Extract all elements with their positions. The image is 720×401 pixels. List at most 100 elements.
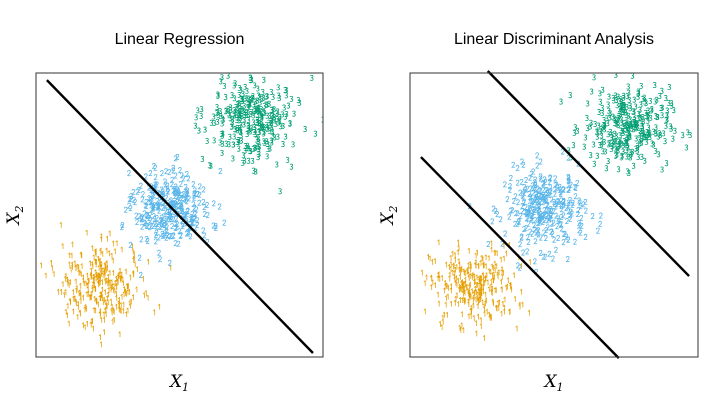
point-class-1 xyxy=(465,283,468,290)
point-class-3 xyxy=(242,121,246,128)
point-class-3 xyxy=(612,115,616,122)
point-class-1 xyxy=(75,287,77,294)
point-class-2 xyxy=(177,190,181,197)
point-class-2 xyxy=(538,173,543,180)
point-class-3 xyxy=(669,102,674,109)
point-class-3 xyxy=(255,142,260,149)
point-class-3 xyxy=(215,104,219,111)
point-class-2 xyxy=(565,218,569,224)
point-class-2 xyxy=(498,216,503,223)
point-class-2 xyxy=(186,230,191,237)
point-class-1 xyxy=(437,300,440,307)
point-class-1 xyxy=(120,271,123,278)
point-class-3 xyxy=(194,114,198,121)
point-class-2 xyxy=(139,182,143,189)
point-class-2 xyxy=(538,249,543,256)
point-class-2 xyxy=(193,190,197,197)
point-class-3 xyxy=(629,122,633,129)
point-class-3 xyxy=(608,128,613,135)
point-class-2 xyxy=(211,222,216,229)
point-class-2 xyxy=(161,192,165,199)
point-class-1 xyxy=(433,282,436,289)
point-class-1 xyxy=(101,286,104,293)
point-class-3 xyxy=(604,165,609,172)
point-class-2 xyxy=(568,215,572,222)
point-class-3 xyxy=(241,90,245,97)
point-class-3 xyxy=(612,130,617,137)
point-class-1 xyxy=(72,295,75,302)
point-class-3 xyxy=(260,123,265,130)
point-class-3 xyxy=(600,109,604,116)
point-class-3 xyxy=(246,111,250,118)
point-class-1 xyxy=(39,262,42,269)
point-class-3 xyxy=(272,117,277,124)
point-class-2 xyxy=(521,199,526,206)
point-class-2 xyxy=(520,158,524,165)
point-class-2 xyxy=(171,232,176,239)
point-class-2 xyxy=(541,199,546,206)
point-class-3 xyxy=(619,102,623,109)
point-class-2 xyxy=(201,227,206,234)
point-class-1 xyxy=(79,271,82,278)
point-class-2 xyxy=(569,181,573,188)
point-class-2 xyxy=(571,199,575,206)
point-class-3 xyxy=(641,95,645,102)
point-class-1 xyxy=(474,282,477,289)
point-class-2 xyxy=(564,205,568,212)
point-class-2 xyxy=(503,181,507,188)
point-class-2 xyxy=(590,213,595,219)
point-class-3 xyxy=(246,157,251,164)
point-class-1 xyxy=(427,253,429,260)
point-class-1 xyxy=(76,314,79,320)
point-class-1 xyxy=(492,265,495,272)
point-class-1 xyxy=(71,241,74,248)
point-class-1 xyxy=(492,274,495,281)
point-class-2 xyxy=(566,236,571,243)
point-class-2 xyxy=(551,255,555,262)
point-class-1 xyxy=(122,301,125,308)
point-class-3 xyxy=(688,131,692,138)
point-class-1 xyxy=(457,258,460,265)
point-class-1 xyxy=(52,271,55,277)
point-class-3 xyxy=(262,139,267,146)
point-class-2 xyxy=(537,192,542,199)
point-class-2 xyxy=(516,199,520,206)
point-class-1 xyxy=(485,272,488,279)
point-class-1 xyxy=(489,269,492,275)
point-class-2 xyxy=(179,202,184,209)
point-class-1 xyxy=(99,236,102,243)
point-class-3 xyxy=(277,113,282,120)
point-class-2 xyxy=(525,248,529,255)
point-class-3 xyxy=(648,114,653,121)
point-class-2 xyxy=(218,167,223,174)
point-class-1 xyxy=(102,267,105,274)
chart-title: Linear Discriminant Analysis xyxy=(454,31,654,48)
point-class-2 xyxy=(179,232,183,239)
point-class-3 xyxy=(256,129,261,136)
point-class-3 xyxy=(588,152,593,159)
point-class-1 xyxy=(505,250,508,257)
point-class-2 xyxy=(486,241,491,247)
point-class-1 xyxy=(79,298,82,304)
point-class-1 xyxy=(467,275,470,281)
point-class-2 xyxy=(531,168,535,175)
point-class-1 xyxy=(475,249,478,256)
point-class-3 xyxy=(633,124,637,131)
point-class-3 xyxy=(600,104,604,111)
point-class-1 xyxy=(463,280,466,287)
point-class-3 xyxy=(639,139,644,146)
point-class-1 xyxy=(500,266,503,273)
point-class-3 xyxy=(616,166,621,173)
point-class-2 xyxy=(167,259,172,266)
point-class-3 xyxy=(255,119,260,126)
point-class-1 xyxy=(76,304,79,311)
point-class-2 xyxy=(561,212,566,219)
point-class-1 xyxy=(443,287,446,294)
point-class-2 xyxy=(139,215,144,222)
point-class-1 xyxy=(128,288,131,295)
point-class-2 xyxy=(145,213,150,220)
point-class-1 xyxy=(455,281,458,288)
point-class-1 xyxy=(520,288,523,295)
point-class-1 xyxy=(464,277,467,283)
point-class-3 xyxy=(237,73,239,74)
